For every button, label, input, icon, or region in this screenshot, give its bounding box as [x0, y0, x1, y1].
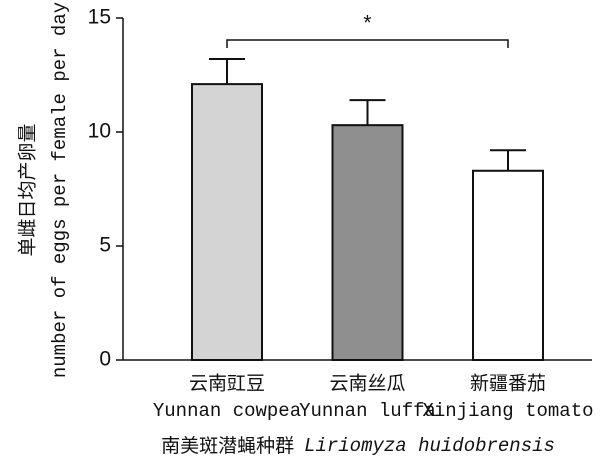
- y-tick-label: 10: [88, 120, 111, 143]
- x-label-species: Liriomyza huidobrensis: [304, 435, 555, 457]
- bar: [191, 83, 263, 362]
- y-tick-label: 15: [88, 6, 111, 29]
- x-label: 南美斑潜蝇种群 Liriomyza huidobrensis: [161, 435, 555, 458]
- x-tick-label-en: Xinjiang tomato: [422, 400, 593, 422]
- x-tick-label-cn: 云南豇豆: [189, 373, 265, 395]
- y-label-cn: 单雌日均产卵量: [17, 123, 39, 256]
- y-tick-label: 5: [99, 234, 111, 257]
- y-label-en: number of eggs per female per day: [49, 2, 71, 378]
- y-tick-label: 0: [99, 348, 111, 371]
- bar: [331, 124, 404, 361]
- x-tick-label-cn: 新疆番茄: [470, 373, 546, 395]
- x-tick-label-en: Yunnan luffa: [299, 400, 436, 422]
- x-label-cn: 南美斑潜蝇种群: [161, 435, 294, 457]
- x-tick-label-cn: 云南丝瓜: [329, 373, 405, 395]
- significance-bracket: [226, 39, 509, 48]
- significance-label: *: [363, 12, 371, 35]
- x-tick-label-en: Yunnan cowpea: [153, 400, 301, 422]
- bar: [472, 169, 544, 361]
